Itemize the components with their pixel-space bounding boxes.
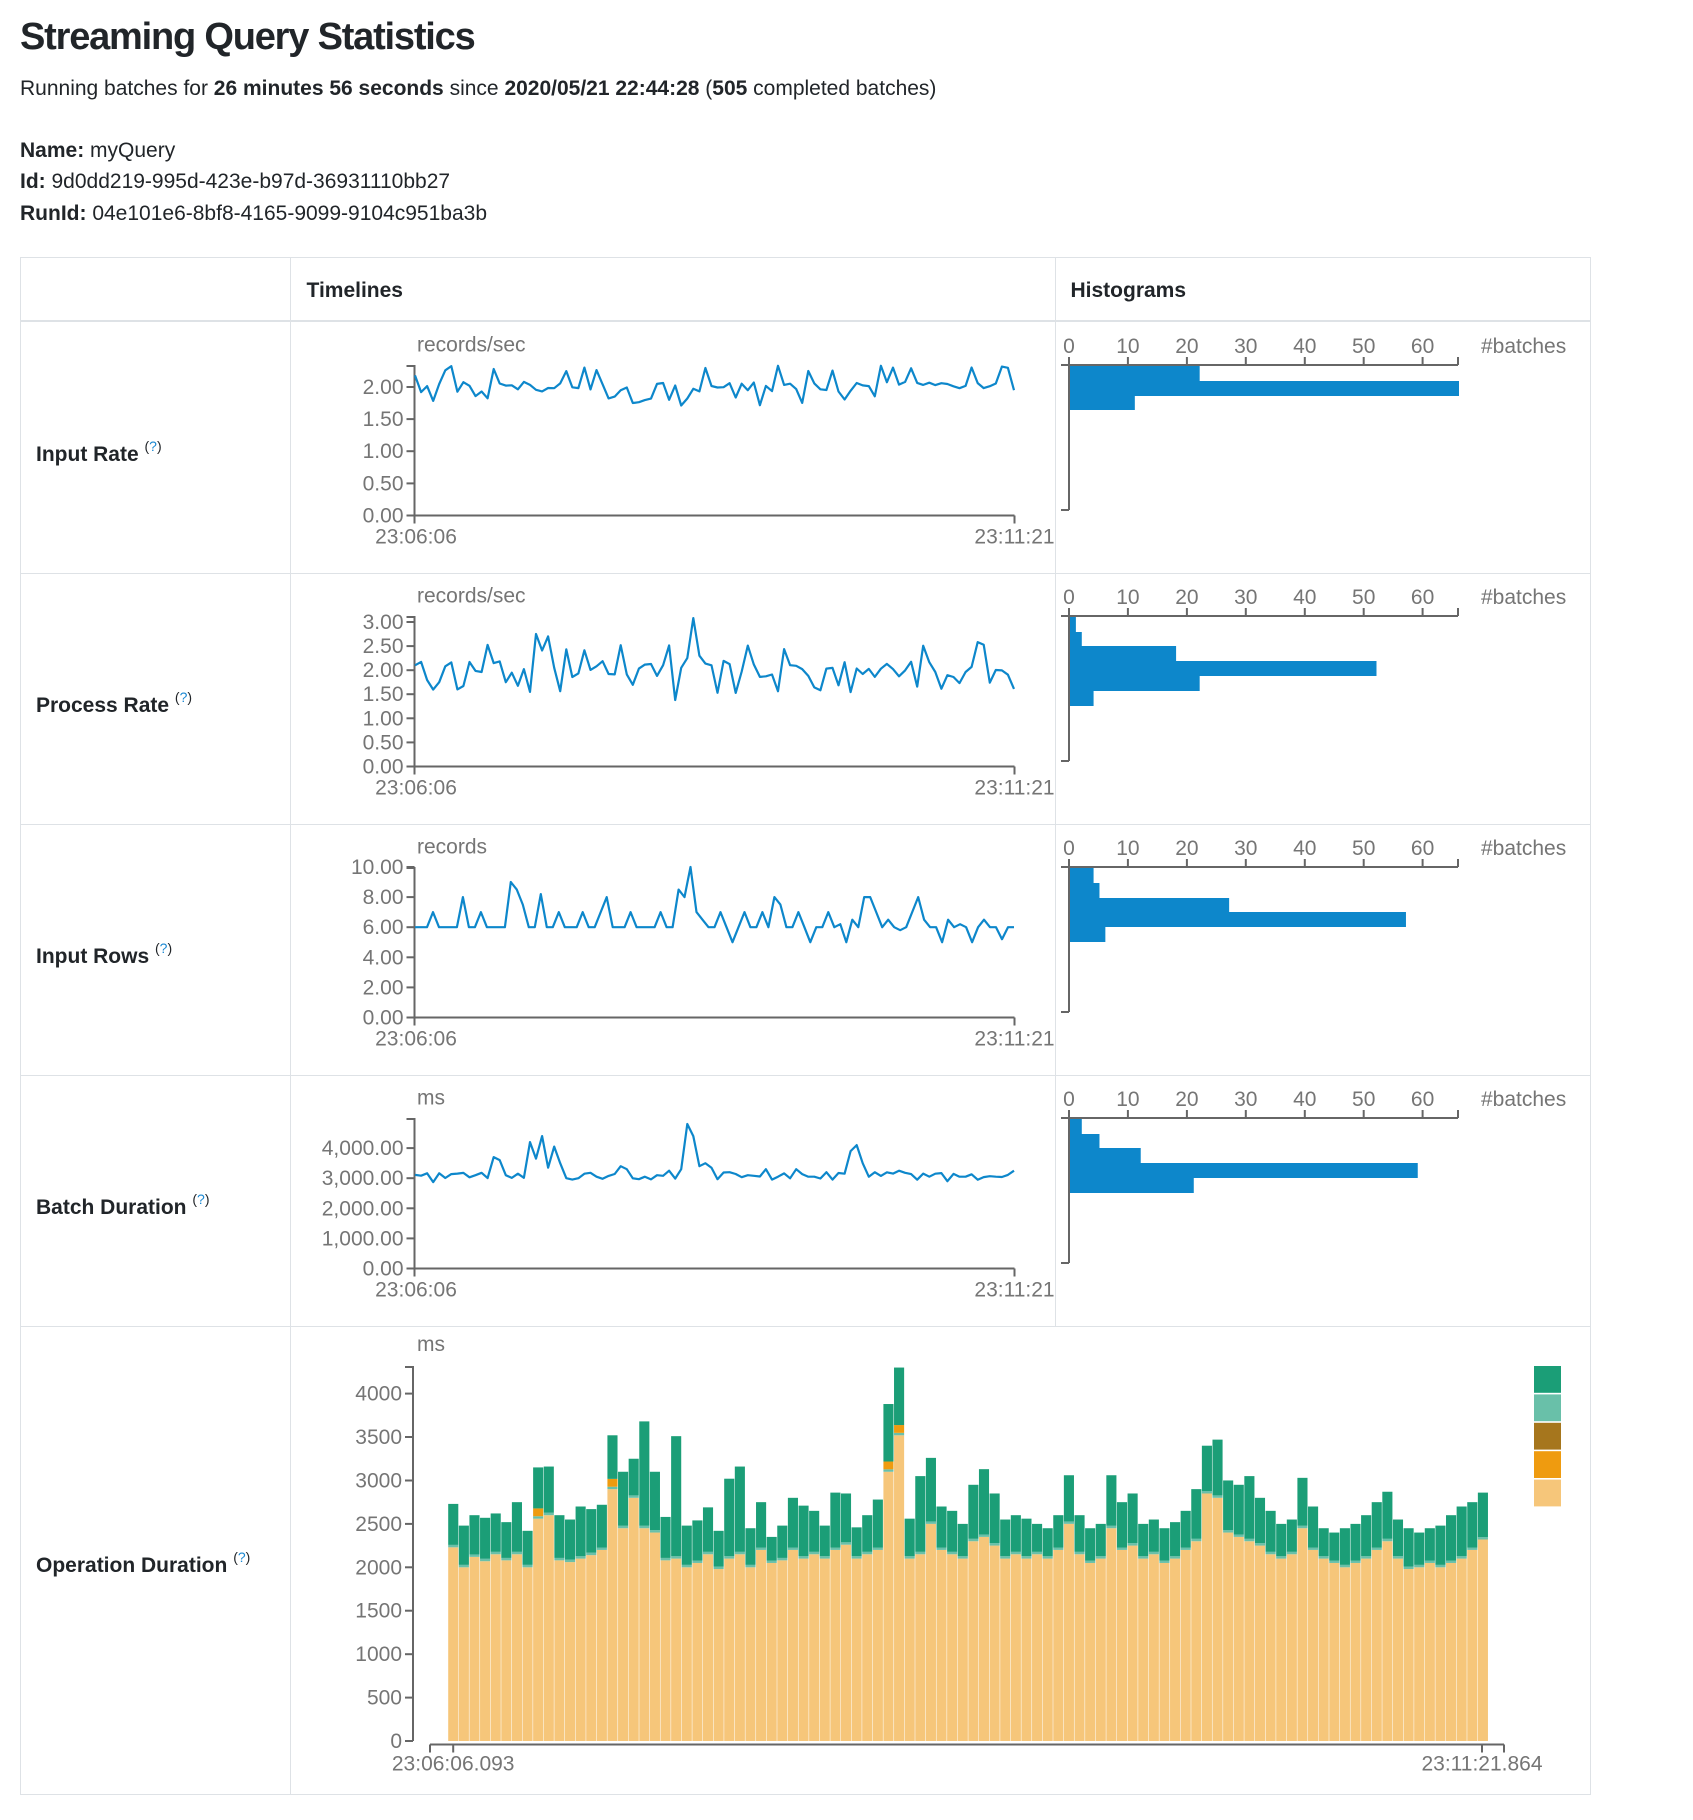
- svg-text:0.00: 0.00: [363, 1007, 404, 1030]
- svg-text:23:06:06: 23:06:06: [375, 777, 457, 800]
- svg-text:40: 40: [1293, 837, 1316, 860]
- svg-text:10: 10: [1116, 1088, 1139, 1111]
- svg-text:2500: 2500: [355, 1513, 402, 1536]
- svg-text:23:06:06: 23:06:06: [375, 526, 457, 549]
- svg-text:8.00: 8.00: [363, 886, 404, 909]
- svg-text:1.50: 1.50: [363, 408, 404, 431]
- svg-text:1500: 1500: [355, 1600, 402, 1623]
- svg-text:60: 60: [1411, 837, 1434, 860]
- svg-text:23:11:21.864: 23:11:21.864: [1421, 1753, 1542, 1776]
- svg-text:4000: 4000: [355, 1383, 402, 1406]
- svg-text:0.50: 0.50: [363, 731, 404, 754]
- svg-text:2.00: 2.00: [363, 376, 404, 399]
- svg-text:4.00: 4.00: [363, 946, 404, 969]
- svg-text:3000: 3000: [355, 1470, 402, 1493]
- svg-text:50: 50: [1352, 335, 1375, 358]
- svg-text:4,000.00: 4,000.00: [322, 1137, 404, 1160]
- svg-text:2.50: 2.50: [363, 635, 404, 658]
- svg-text:0.50: 0.50: [363, 472, 404, 495]
- svg-text:30: 30: [1234, 335, 1257, 358]
- svg-text:0.00: 0.00: [363, 756, 404, 779]
- svg-text:20: 20: [1175, 1088, 1198, 1111]
- svg-text:3.00: 3.00: [363, 611, 404, 634]
- svg-text:23:06:06: 23:06:06: [375, 1279, 457, 1302]
- svg-text:40: 40: [1293, 335, 1316, 358]
- svg-text:0: 0: [1063, 837, 1075, 860]
- svg-text:40: 40: [1293, 1088, 1316, 1111]
- svg-text:6.00: 6.00: [363, 916, 404, 939]
- svg-text:ms: ms: [417, 1087, 445, 1110]
- svg-text:23:06:06: 23:06:06: [375, 1028, 457, 1051]
- svg-text:23:11:21: 23:11:21: [974, 526, 1054, 549]
- svg-text:0.00: 0.00: [363, 505, 404, 528]
- svg-text:ms: ms: [417, 1333, 445, 1356]
- svg-text:#batches: #batches: [1481, 586, 1566, 609]
- svg-text:23:11:21: 23:11:21: [974, 777, 1054, 800]
- svg-text:60: 60: [1411, 1088, 1434, 1111]
- svg-text:20: 20: [1175, 586, 1198, 609]
- svg-text:50: 50: [1352, 1088, 1375, 1111]
- svg-text:2.00: 2.00: [363, 976, 404, 999]
- svg-text:10: 10: [1116, 335, 1139, 358]
- svg-text:1.00: 1.00: [363, 707, 404, 730]
- svg-text:0: 0: [1063, 1088, 1075, 1111]
- svg-text:1000: 1000: [355, 1643, 402, 1666]
- svg-text:30: 30: [1234, 1088, 1257, 1111]
- svg-text:50: 50: [1352, 586, 1375, 609]
- svg-text:30: 30: [1234, 586, 1257, 609]
- svg-text:records/sec: records/sec: [417, 334, 526, 357]
- svg-text:23:06:06.093: 23:06:06.093: [392, 1753, 515, 1776]
- svg-text:1.00: 1.00: [363, 440, 404, 463]
- svg-text:records/sec: records/sec: [417, 585, 526, 608]
- svg-text:2000: 2000: [355, 1556, 402, 1579]
- svg-text:20: 20: [1175, 837, 1198, 860]
- svg-text:2,000.00: 2,000.00: [322, 1197, 404, 1220]
- svg-text:3,000.00: 3,000.00: [322, 1167, 404, 1190]
- svg-text:0: 0: [1063, 586, 1075, 609]
- svg-text:10.00: 10.00: [351, 856, 404, 879]
- svg-text:30: 30: [1234, 837, 1257, 860]
- svg-text:#batches: #batches: [1481, 837, 1566, 860]
- svg-text:0: 0: [390, 1730, 402, 1753]
- svg-text:10: 10: [1116, 586, 1139, 609]
- svg-text:60: 60: [1411, 335, 1434, 358]
- svg-text:50: 50: [1352, 837, 1375, 860]
- svg-text:23:11:21: 23:11:21: [974, 1279, 1054, 1302]
- svg-text:0.00: 0.00: [363, 1258, 404, 1281]
- svg-text:3500: 3500: [355, 1426, 402, 1449]
- svg-text:#batches: #batches: [1481, 335, 1566, 358]
- svg-text:records: records: [417, 836, 487, 859]
- svg-text:1,000.00: 1,000.00: [322, 1227, 404, 1250]
- svg-text:2.00: 2.00: [363, 659, 404, 682]
- svg-text:0: 0: [1063, 335, 1075, 358]
- svg-text:60: 60: [1411, 586, 1434, 609]
- svg-text:23:11:21: 23:11:21: [974, 1028, 1054, 1051]
- svg-text:500: 500: [367, 1687, 402, 1710]
- svg-text:10: 10: [1116, 837, 1139, 860]
- svg-text:1.50: 1.50: [363, 683, 404, 706]
- svg-text:#batches: #batches: [1481, 1088, 1566, 1111]
- svg-text:20: 20: [1175, 335, 1198, 358]
- svg-text:40: 40: [1293, 586, 1316, 609]
